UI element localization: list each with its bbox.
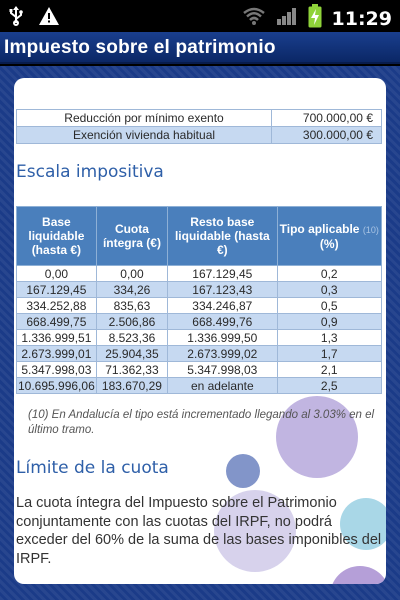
cell-tipo-aplicable: 0,5 xyxy=(276,297,382,314)
cell-cuota-integra: 183.670,29 xyxy=(95,377,169,394)
cell-resto-base: 2.673.999,02 xyxy=(167,345,278,362)
cell-base-liquidable: 5.347.998,03 xyxy=(16,361,97,378)
cell-base-liquidable: 334.252,88 xyxy=(16,297,97,314)
cell-tipo-aplicable: 2,5 xyxy=(276,377,382,394)
cell-base-liquidable: 2.673.999,01 xyxy=(16,345,97,362)
cell-tipo-aplicable: 0,9 xyxy=(276,313,382,330)
cell-cuota-integra: 334,26 xyxy=(95,281,169,298)
table-row: 167.129,45 334,26 167.123,43 0,3 xyxy=(16,281,382,298)
cell-resto-base: 334.246,87 xyxy=(167,297,278,314)
deco-circle-lilac xyxy=(276,396,358,478)
table-row: Reducción por mínimo exento 700.000,00 € xyxy=(16,109,382,127)
cell-tipo-aplicable: 0,2 xyxy=(276,265,382,282)
cell-resto-base: 167.123,43 xyxy=(167,281,278,298)
battery-charging-icon xyxy=(308,4,322,33)
clock: 11:29 xyxy=(331,7,392,30)
warning-icon xyxy=(38,6,60,31)
table-row: 1.336.999,51 8.523,36 1.336.999,50 1,3 xyxy=(16,329,382,346)
cell-cuota-integra: 8.523,36 xyxy=(95,329,169,346)
cell-cuota-integra: 0,00 xyxy=(95,265,169,282)
exemption-label: Reducción por mínimo exento xyxy=(16,109,272,127)
table-row: 10.695.996,06 183.670,29 en adelante 2,5 xyxy=(16,377,382,394)
tipo-unit: (%) xyxy=(319,236,339,251)
table-row: 0,00 0,00 167.129,45 0,2 xyxy=(16,265,382,282)
cell-cuota-integra: 71.362,33 xyxy=(95,361,169,378)
footnote-ref: (10) xyxy=(362,224,379,235)
cell-cuota-integra: 2.506,86 xyxy=(95,313,169,330)
escala-heading: Escala impositiva xyxy=(16,162,164,182)
col-cuota-integra: Cuota íntegra (€) xyxy=(95,206,169,266)
cell-resto-base: 5.347.998,03 xyxy=(167,361,278,378)
content-card[interactable]: Reducción por mínimo exento 700.000,00 €… xyxy=(14,78,386,584)
deco-circle-cyan xyxy=(340,498,386,550)
cell-base-liquidable: 668.499,75 xyxy=(16,313,97,330)
escala-table: Base liquidable (hasta €) Cuota íntegra … xyxy=(16,206,382,394)
app-title-bar: Impuesto sobre el patrimonio xyxy=(0,32,400,64)
limite-heading: Límite de la cuota xyxy=(16,458,169,478)
cell-tipo-aplicable: 0,3 xyxy=(276,281,382,298)
limite-text: La cuota íntegra del Impuesto sobre el P… xyxy=(16,495,382,567)
col-tipo-aplicable: Tipo aplicable (10) (%) xyxy=(276,206,382,266)
cell-resto-base: en adelante xyxy=(167,377,278,394)
content: Reducción por mínimo exento 700.000,00 €… xyxy=(14,78,386,584)
table-row: 668.499,75 2.506,86 668.499,76 0,9 xyxy=(16,313,382,330)
wifi-icon xyxy=(242,6,266,31)
exemption-label: Exención vivienda habitual xyxy=(16,126,272,144)
table-header-row: Base liquidable (hasta €) Cuota íntegra … xyxy=(16,206,382,266)
cell-base-liquidable: 10.695.996,06 xyxy=(16,377,97,394)
cell-cuota-integra: 835,63 xyxy=(95,297,169,314)
usb-icon xyxy=(8,6,24,31)
status-bar: 11:29 xyxy=(0,0,400,32)
cell-resto-base: 167.129,45 xyxy=(167,265,278,282)
signal-icon xyxy=(276,6,298,31)
exemption-value: 300.000,00 € xyxy=(271,126,382,144)
col-resto-base: Resto base liquidable (hasta €) xyxy=(167,206,278,266)
table-row: 2.673.999,01 25.904,35 2.673.999,02 1,7 xyxy=(16,345,382,362)
deco-circle-blue xyxy=(226,454,260,488)
col-base-liquidable: Base liquidable (hasta €) xyxy=(16,206,97,266)
cell-tipo-aplicable: 1,7 xyxy=(276,345,382,362)
table-row: Exención vivienda habitual 300.000,00 € xyxy=(16,126,382,144)
cell-cuota-integra: 25.904,35 xyxy=(95,345,169,362)
escala-body: 0,00 0,00 167.129,45 0,2 167.129,45 334,26 167… xyxy=(16,265,382,394)
cell-tipo-aplicable: 1,3 xyxy=(276,329,382,346)
page-title: Impuesto sobre el patrimonio xyxy=(4,37,276,58)
table-row: 5.347.998,03 71.362,33 5.347.998,03 2,1 xyxy=(16,361,382,378)
cell-base-liquidable: 0,00 xyxy=(16,265,97,282)
exemptions-table: Reducción por mínimo exento 700.000,00 €… xyxy=(16,109,382,144)
table-row: 334.252,88 835,63 334.246,87 0,5 xyxy=(16,297,382,314)
deco-circle-purple xyxy=(330,566,386,584)
tipo-label: Tipo aplicable xyxy=(279,221,360,236)
cell-resto-base: 668.499,76 xyxy=(167,313,278,330)
cell-base-liquidable: 1.336.999,51 xyxy=(16,329,97,346)
cell-tipo-aplicable: 2,1 xyxy=(276,361,382,378)
deco-circle-lavender xyxy=(214,490,296,572)
exemption-value: 700.000,00 € xyxy=(271,109,382,127)
footnote: (10) En Andalucía el tipo está increment… xyxy=(28,409,375,436)
cell-resto-base: 1.336.999,50 xyxy=(167,329,278,346)
cell-base-liquidable: 167.129,45 xyxy=(16,281,97,298)
